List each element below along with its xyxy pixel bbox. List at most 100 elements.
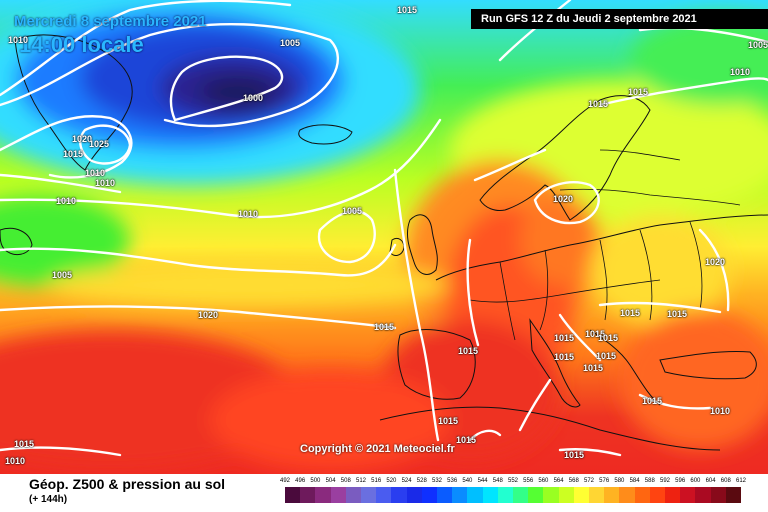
legend-tick-label: 492 [279, 478, 290, 484]
isobar-label: 1015 [583, 363, 604, 373]
legend-tick-label: 524 [401, 478, 412, 484]
legend-swatch [619, 487, 635, 503]
legend-tick-label: 564 [553, 478, 564, 484]
legend-tick-label: 592 [659, 478, 670, 484]
isobar-label: 1015 [63, 149, 84, 159]
isobar-label: 1000 [243, 93, 264, 103]
isobar-label: 1015 [456, 435, 477, 445]
legend-tick-label: 580 [614, 478, 625, 484]
isobar-label: 1015 [554, 352, 575, 362]
isobar-label: 1005 [748, 40, 768, 50]
legend-tick-label: 556 [523, 478, 534, 484]
legend-swatch [497, 487, 513, 503]
legend-tick-label: 532 [431, 478, 442, 484]
isobar-label: 1010 [5, 456, 26, 466]
legend-swatch [543, 487, 559, 503]
legend-tick-label: 512 [355, 478, 366, 484]
legend-swatch [680, 487, 696, 503]
legend-swatch [482, 487, 498, 503]
legend-swatch [573, 487, 589, 503]
isobar-label: 1020 [705, 257, 726, 267]
valid-date: Mercredi 8 septembre 2021 [14, 13, 207, 30]
isobar-label: 1025 [89, 139, 110, 149]
isobar-label: 1015 [374, 322, 395, 332]
isobar-label: 1010 [95, 178, 116, 188]
legend-swatch [376, 487, 392, 503]
isobar-label: 1015 [628, 87, 649, 97]
legend-tick-label: 612 [735, 478, 746, 484]
legend-swatch [421, 487, 437, 503]
isobars [0, 0, 768, 455]
isobar-label: 1020 [198, 310, 219, 320]
isobar-label: 1010 [710, 406, 731, 416]
isobar-label: 1020 [72, 134, 93, 144]
isobar-label: 1015 [458, 346, 479, 356]
legend-swatch [345, 487, 361, 503]
legend-tick-label: 576 [599, 478, 610, 484]
legend-swatch [710, 487, 726, 503]
legend-tick-label: 544 [477, 478, 488, 484]
legend-tick-label: 560 [538, 478, 549, 484]
legend-tick-label: 608 [720, 478, 731, 484]
legend-tick-label: 528 [416, 478, 427, 484]
legend-swatch [604, 487, 620, 503]
legend-tick-label: 572 [583, 478, 594, 484]
z500-field-shading [0, 0, 768, 470]
legend-swatch [406, 487, 422, 503]
legend-tick-label: 548 [492, 478, 503, 484]
legend-swatch [558, 487, 574, 503]
isobar-label: 1015 [588, 99, 609, 109]
isobar-label: 1020 [553, 194, 574, 204]
forecast-step: (+ 144h) [29, 494, 68, 505]
isobar-label: 1015 [620, 308, 641, 318]
isobar-label: 1015 [585, 329, 606, 339]
isobar-label: 1015 [564, 450, 585, 460]
legend-swatch [300, 487, 316, 503]
isobar-label: 1015 [397, 5, 418, 15]
legend-tick-label: 552 [507, 478, 518, 484]
legend-tick-label: 604 [705, 478, 716, 484]
legend-swatch [391, 487, 407, 503]
legend-tick-label: 584 [629, 478, 640, 484]
legend-tick-label: 504 [325, 478, 336, 484]
isobar-label: 1010 [8, 35, 29, 45]
isobar-label: 1015 [642, 396, 663, 406]
coastlines [0, 34, 768, 451]
legend-swatch [589, 487, 605, 503]
isobar-label: 1015 [596, 351, 617, 361]
legend-tick-label: 536 [447, 478, 458, 484]
isobar-label: 1010 [730, 67, 751, 77]
isobar-label: 1005 [280, 38, 301, 48]
copyright-notice: Copyright © 2021 Meteociel.fr [300, 443, 455, 455]
legend-swatch [452, 487, 468, 503]
legend-tick-label: 520 [386, 478, 397, 484]
forecast-map [0, 0, 768, 474]
legend-tick-label: 596 [675, 478, 686, 484]
isobar-label: 1010 [85, 168, 106, 178]
legend-swatch [467, 487, 483, 503]
product-title: Géop. Z500 & pression au sol [29, 476, 226, 492]
legend-swatch [513, 487, 529, 503]
legend-tick-label: 516 [371, 478, 382, 484]
legend-swatch [665, 487, 681, 503]
valid-time: 14:00 locale [19, 32, 144, 57]
legend-swatch [330, 487, 346, 503]
legend-swatch [725, 487, 741, 503]
legend-tick-label: 588 [644, 478, 655, 484]
legend-tick-label: 500 [310, 478, 321, 484]
isobar-label: 1015 [438, 416, 459, 426]
legend-tick-label: 496 [295, 478, 306, 484]
legend-tick-label: 568 [568, 478, 579, 484]
isobar-label: 1010 [238, 209, 259, 219]
legend-swatch [528, 487, 544, 503]
run-info-label: Run GFS 12 Z du Jeudi 2 septembre 2021 [471, 9, 768, 29]
legend-swatch [285, 487, 301, 503]
isobar-label: 1005 [342, 206, 363, 216]
legend-swatch [315, 487, 331, 503]
legend-swatch [437, 487, 453, 503]
legend-swatch [649, 487, 665, 503]
isobar-label: 1015 [667, 309, 688, 319]
isobar-label: 1005 [52, 270, 73, 280]
legend-tick-label: 600 [690, 478, 701, 484]
